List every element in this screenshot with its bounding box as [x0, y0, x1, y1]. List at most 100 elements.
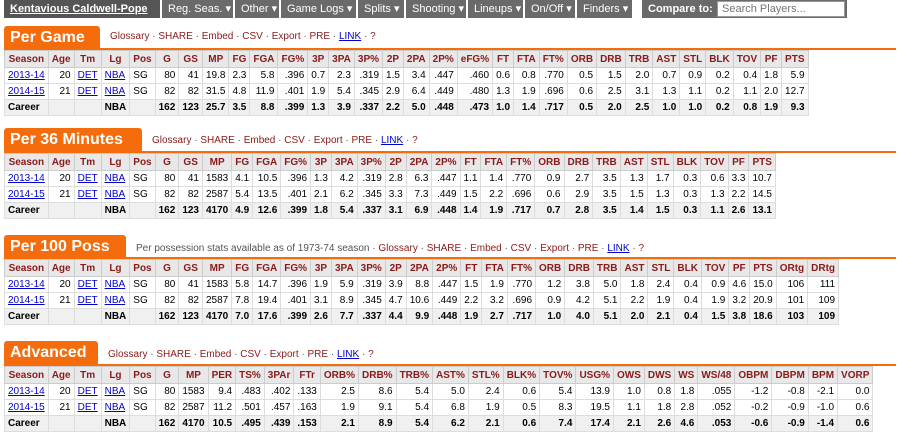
- column-header[interactable]: GS: [178, 50, 203, 68]
- column-header[interactable]: TOV: [700, 153, 729, 171]
- csv-button[interactable]: CSV: [240, 349, 261, 360]
- share-button[interactable]: SHARE: [156, 349, 191, 360]
- column-header[interactable]: FG%: [280, 153, 312, 171]
- column-header[interactable]: Tm: [73, 366, 102, 384]
- column-header[interactable]: TOV: [732, 50, 762, 68]
- column-header[interactable]: 3PA: [330, 153, 358, 171]
- column-header[interactable]: FG: [228, 50, 251, 68]
- column-header[interactable]: BLK: [673, 259, 702, 277]
- pre-button[interactable]: PRE: [309, 31, 331, 42]
- table-cell-link[interactable]: 2013-14: [4, 383, 49, 400]
- column-header[interactable]: Pos: [129, 153, 156, 171]
- column-header[interactable]: DBPM: [771, 366, 809, 384]
- link-button[interactable]: LINK: [380, 135, 404, 146]
- table-cell-link[interactable]: DET: [73, 276, 102, 293]
- embed-button[interactable]: Embed: [243, 135, 276, 146]
- export-button[interactable]: Export: [271, 31, 301, 42]
- csv-button[interactable]: CSV: [284, 135, 305, 146]
- column-header[interactable]: Season: [4, 153, 49, 171]
- column-header[interactable]: FT: [459, 153, 482, 171]
- glossary-link[interactable]: Glossary: [110, 31, 150, 42]
- glossary-link[interactable]: Glossary: [152, 135, 192, 146]
- embed-button[interactable]: Embed: [470, 243, 502, 254]
- column-header[interactable]: 2P: [382, 50, 404, 68]
- column-header[interactable]: Age: [47, 153, 75, 171]
- column-header[interactable]: 2P: [384, 259, 407, 277]
- column-header[interactable]: STL: [646, 153, 674, 171]
- embed-button[interactable]: Embed: [199, 349, 232, 360]
- column-header[interactable]: OBPM: [734, 366, 773, 384]
- pre-button[interactable]: PRE: [307, 349, 329, 360]
- table-cell-link[interactable]: NBA: [100, 170, 131, 187]
- column-header[interactable]: FG%: [280, 259, 312, 277]
- nav-other-dropdown[interactable]: Other ▾: [235, 0, 279, 18]
- table-cell-link[interactable]: DET: [73, 399, 102, 416]
- column-header[interactable]: FTA: [481, 259, 508, 277]
- table-cell-link[interactable]: NBA: [100, 383, 131, 400]
- embed-button[interactable]: Embed: [201, 31, 234, 42]
- column-header[interactable]: VORP: [837, 366, 874, 384]
- help-link[interactable]: ?: [412, 135, 418, 146]
- column-header[interactable]: ORB: [566, 50, 598, 68]
- csv-button[interactable]: CSV: [242, 31, 263, 42]
- table-cell-link[interactable]: DET: [73, 67, 102, 84]
- column-header[interactable]: Pos: [129, 259, 156, 277]
- table-cell-link[interactable]: 2013-14: [4, 67, 49, 84]
- link-button[interactable]: LINK: [336, 349, 360, 360]
- column-header[interactable]: FG%: [277, 50, 309, 68]
- nav-onoff-dropdown[interactable]: On/Off ▾: [525, 0, 575, 18]
- column-header[interactable]: 2P%: [428, 50, 458, 68]
- column-header[interactable]: STL: [647, 259, 675, 277]
- column-header[interactable]: GS: [178, 153, 203, 171]
- nav-splits-dropdown[interactable]: Splits ▾: [358, 0, 404, 18]
- column-header[interactable]: FT%: [506, 259, 537, 277]
- column-header[interactable]: FTr: [293, 366, 321, 384]
- column-header[interactable]: TRB%: [395, 366, 434, 384]
- column-header[interactable]: DRB: [563, 153, 594, 171]
- column-header[interactable]: Lg: [100, 259, 131, 277]
- column-header[interactable]: MP: [201, 259, 233, 277]
- column-header[interactable]: MP: [201, 50, 230, 68]
- column-header[interactable]: PF: [728, 259, 751, 277]
- column-header[interactable]: FTA: [513, 50, 540, 68]
- player-search-input[interactable]: [717, 1, 845, 17]
- pre-button[interactable]: PRE: [351, 135, 373, 146]
- column-header[interactable]: FG: [231, 259, 254, 277]
- column-header[interactable]: PTS: [749, 259, 777, 277]
- table-cell-link[interactable]: DET: [73, 170, 102, 187]
- table-cell-link[interactable]: 2014-15: [4, 186, 49, 203]
- column-header[interactable]: ORB: [535, 259, 566, 277]
- nav-game-logs-dropdown[interactable]: Game Logs ▾: [281, 0, 356, 18]
- column-header[interactable]: Pos: [129, 50, 156, 68]
- column-header[interactable]: Age: [47, 50, 75, 68]
- column-header[interactable]: 3P: [310, 153, 332, 171]
- table-cell-link[interactable]: NBA: [100, 276, 131, 293]
- column-header[interactable]: OWS: [613, 366, 645, 384]
- column-header[interactable]: ORB: [534, 153, 565, 171]
- table-cell-link[interactable]: NBA: [100, 399, 131, 416]
- column-header[interactable]: AST: [619, 153, 648, 171]
- player-name-link[interactable]: Kentavious Caldwell-Pope: [4, 0, 160, 18]
- column-header[interactable]: TRB: [624, 50, 654, 68]
- pre-button[interactable]: PRE: [577, 243, 599, 254]
- column-header[interactable]: PF: [760, 50, 783, 68]
- column-header[interactable]: TRB: [592, 259, 622, 277]
- column-header[interactable]: DRB: [596, 50, 626, 68]
- column-header[interactable]: Tm: [73, 153, 102, 171]
- glossary-link[interactable]: Glossary: [378, 243, 418, 254]
- column-header[interactable]: PTS: [748, 153, 776, 171]
- column-header[interactable]: 2PA: [402, 50, 430, 68]
- column-header[interactable]: FGA: [249, 50, 279, 68]
- column-header[interactable]: MP: [178, 366, 209, 384]
- column-header[interactable]: 3PA: [328, 50, 355, 68]
- column-header[interactable]: AST: [620, 259, 649, 277]
- column-header[interactable]: G: [154, 366, 180, 384]
- column-header[interactable]: Lg: [100, 366, 131, 384]
- column-header[interactable]: FGA: [252, 259, 282, 277]
- help-link[interactable]: ?: [370, 31, 376, 42]
- column-header[interactable]: 2P: [384, 153, 407, 171]
- column-header[interactable]: G: [154, 50, 180, 68]
- column-header[interactable]: Season: [4, 50, 49, 68]
- share-button[interactable]: SHARE: [200, 135, 235, 146]
- column-header[interactable]: Tm: [73, 50, 102, 68]
